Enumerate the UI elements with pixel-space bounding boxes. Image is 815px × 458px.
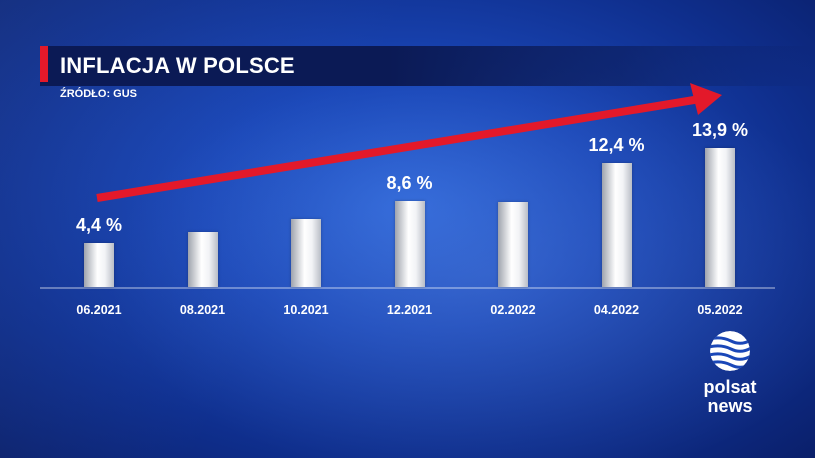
category-label-02.2022: 02.2022 bbox=[490, 303, 536, 317]
category-label-08.2021: 08.2021 bbox=[179, 303, 226, 317]
chart-baseline bbox=[40, 287, 775, 289]
chart-title: INFLACJA W POLSCE bbox=[60, 53, 295, 78]
category-label-06.2021: 06.2021 bbox=[76, 303, 122, 317]
bar-10.2021 bbox=[291, 219, 321, 287]
title-bar bbox=[40, 46, 815, 86]
bar-06.2021 bbox=[84, 243, 114, 287]
bar-12.2021 bbox=[394, 201, 425, 287]
logo-text-polsat: polsat bbox=[703, 377, 757, 397]
title-accent bbox=[40, 46, 48, 82]
bar-value-label-06.2021: 4,4 % bbox=[75, 215, 123, 235]
category-label-04.2022: 04.2022 bbox=[593, 303, 640, 317]
bar-value-label-04.2022: 12,4 % bbox=[588, 135, 645, 155]
category-label-10.2021: 10.2021 bbox=[283, 303, 329, 317]
category-label-05.2022: 05.2022 bbox=[697, 303, 743, 317]
polsat-news-logo-icon bbox=[710, 331, 750, 371]
polsat-news-logo: polsat news bbox=[695, 330, 765, 422]
bar-08.2021 bbox=[187, 232, 218, 287]
category-label-12.2021: 12.2021 bbox=[386, 303, 433, 317]
bar-04.2022 bbox=[601, 163, 632, 287]
logo-text-news: news bbox=[707, 396, 753, 416]
bar-02.2022 bbox=[498, 202, 528, 287]
chart-source: ŹRÓDŁO: GUS bbox=[60, 88, 137, 100]
bar-value-label-12.2021: 8,6 % bbox=[386, 173, 433, 193]
bar-value-label-05.2022: 13,9 % bbox=[691, 120, 749, 140]
bar-05.2022 bbox=[705, 148, 735, 287]
